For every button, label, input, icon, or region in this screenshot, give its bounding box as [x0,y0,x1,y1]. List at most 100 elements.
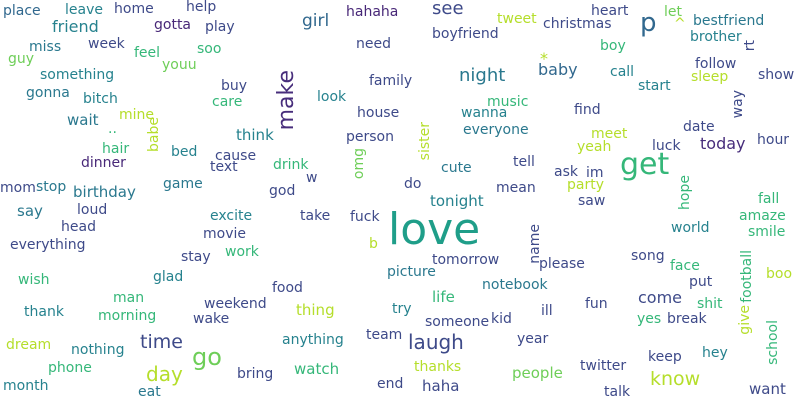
word-tonight-19: tonight [430,192,484,210]
word-sleep-53: sleep [691,69,729,85]
word-fun-129: fun [585,296,608,312]
word-yes-136: yes [637,311,662,327]
word-way-65: way [730,90,746,119]
word-work-111: work [225,244,259,260]
word-dinner-75: dinner [81,155,126,171]
word-text-82: text [210,159,238,175]
word-bed-76: bed [171,144,198,160]
word-know-7: know [650,368,701,390]
word-do-93: do [404,176,422,192]
word-party-95: party [567,177,604,193]
word-fall-97: fall [758,191,780,207]
word-christmas-38: christmas [543,16,612,32]
word-day-5: day [146,362,183,386]
word-mean-94: mean [496,180,536,196]
word-babe-70: babe [146,117,162,152]
word--156: ^ [674,16,686,32]
word-need-44: need [356,36,391,52]
word-bitch-56: bitch [83,91,118,107]
word-sister-79: sister [417,122,433,161]
word-stay-110: stay [181,249,211,265]
word-hope-96: hope [677,175,693,210]
word-ask-86: ask [554,164,578,180]
word-house-66: house [357,105,400,121]
word-boy-46: boy [600,38,626,54]
word-miss-40: miss [29,39,62,55]
word-picture-118: picture [387,264,436,280]
word-girl-12: girl [302,11,330,31]
word-leave-29: leave [65,2,103,18]
word-heart-34: heart [591,3,629,19]
word-something-51: something [40,67,115,83]
word-smile-108: smile [748,224,786,240]
word-talk-154: talk [604,384,631,400]
word-play-33: play [205,19,235,35]
word-food-122: food [272,280,303,296]
word-bestfriend-36: bestfriend [693,13,765,29]
word-birthday-16: birthday [73,183,136,201]
word-come-15: come [638,288,683,307]
word-look-62: look [317,89,347,105]
word-place-28: place [3,3,41,19]
word-friend-13: friend [52,17,99,36]
word-give-138: give [737,305,753,335]
word-phone-147: phone [48,360,92,376]
word-break-137: break [667,311,707,327]
word-youu-48: youu [162,57,197,73]
word-tweet-37: tweet [497,11,537,27]
word-haha-26: haha [422,377,460,395]
word-face-119: face [670,258,700,274]
word-love-0: love [388,204,481,255]
word-get-1: get [620,147,670,182]
word-saw-98: saw [578,193,606,209]
word-song-113: song [631,248,665,264]
word--155: * [540,49,548,68]
word-gonna-55: gonna [26,85,70,101]
word-shit-130: shit [697,296,723,312]
word-fuck-102: fuck [350,209,380,225]
word-feel-42: feel [134,45,161,61]
word-end-152: end [377,376,404,392]
word-weekend-127: weekend [204,296,267,312]
word-yeah-80: yeah [577,139,612,155]
word-tell-84: tell [513,154,535,170]
word-find-64: find [574,102,601,118]
word-boyfriend-45: boyfriend [432,26,499,42]
word-stop-89: stop [36,179,67,195]
word-w-92: w [306,170,318,186]
word-want-25: want [749,380,786,398]
word-tomorrow-114: tomorrow [432,252,500,268]
word-people-23: people [512,364,563,382]
word-amaze-103: amaze [739,208,786,224]
word-head-104: head [61,219,96,235]
word-dream-143: dream [6,337,52,353]
word-glad-117: glad [153,269,184,285]
word-man-125: man [113,290,145,306]
word-help-31: help [186,0,217,15]
word-think-18: think [236,126,274,144]
word-life-17: life [432,288,455,306]
word-rt-50: rt [742,40,758,52]
word-kid-135: kid [491,311,512,327]
word-put-124: put [689,274,713,290]
word-week-41: week [88,36,125,52]
word-show-54: show [758,67,795,83]
word-someone-134: someone [425,314,490,330]
word-drink-83: drink [273,157,309,173]
word-nothing-144: nothing [71,342,125,358]
word-start-59: start [638,78,671,94]
word-god-91: god [269,183,296,199]
word-follow-49: follow [695,56,737,72]
word-soo-43: soo [197,41,222,57]
word-mine-60: mine [119,107,155,123]
word-cause-77: cause [215,148,257,164]
word-please-115: please [539,256,585,272]
word-eat-153: eat [138,384,161,400]
word-today-14: today [700,134,746,153]
word-world-107: world [671,220,710,236]
word-hey-146: hey [702,345,728,361]
word-brother-39: brother [690,29,742,45]
word--157: .. [108,121,117,137]
word-bring-148: bring [237,366,274,382]
